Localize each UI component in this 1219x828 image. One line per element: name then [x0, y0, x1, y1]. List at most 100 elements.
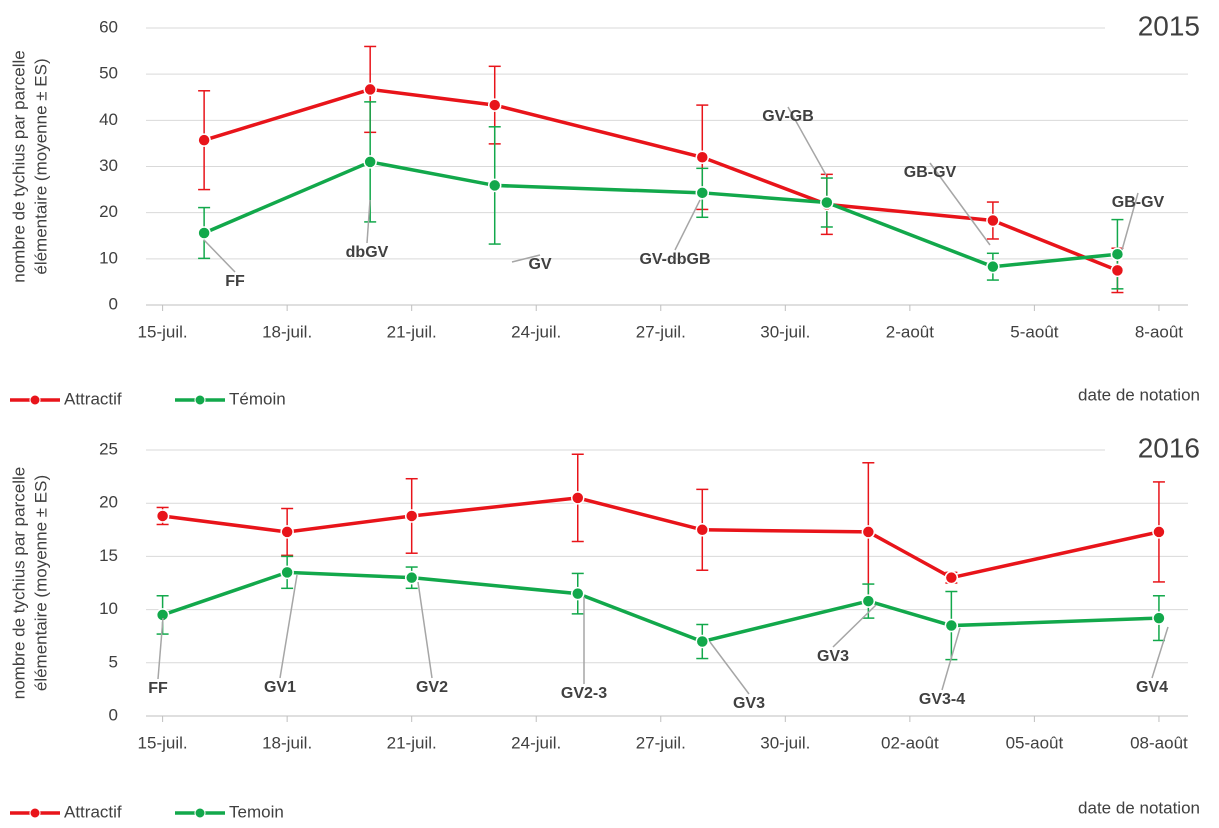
annotation: GV3	[733, 695, 765, 712]
line	[162, 570, 1160, 644]
x-tick-label: 02-août	[881, 733, 939, 752]
x-tick-label: 5-août	[1010, 322, 1058, 341]
x-tick-label: 30-juil.	[760, 733, 810, 752]
x-axis-label: date de notation	[1078, 385, 1200, 404]
title-bg	[1105, 432, 1200, 468]
x-tick-label: 2-août	[886, 322, 934, 341]
marker	[570, 491, 585, 505]
y-tick-label: 25	[99, 439, 118, 458]
marker	[404, 509, 419, 523]
leader-line	[832, 604, 877, 648]
title-bg	[1105, 10, 1200, 46]
marker	[1152, 525, 1166, 539]
leader-line	[1151, 626, 1169, 679]
marker	[695, 150, 710, 165]
marker	[986, 213, 1000, 228]
legend-marker	[194, 394, 206, 406]
legend-label: Témoin	[229, 389, 286, 408]
marker	[695, 186, 710, 200]
x-tick-label: 27-juil.	[636, 322, 686, 341]
legend-marker	[194, 807, 206, 819]
leader-line	[203, 239, 236, 273]
y-axis-label: nombre de tychius par parcelle	[9, 50, 28, 282]
x-tick-label: 30-juil.	[760, 322, 810, 341]
leader-line	[1121, 192, 1139, 251]
annotation: GV2	[416, 679, 448, 696]
marker	[197, 226, 211, 240]
annotation: FF	[225, 273, 245, 290]
marker	[280, 525, 294, 539]
marker	[944, 618, 959, 633]
leader-line	[511, 254, 541, 263]
x-tick-label: 8-août	[1135, 322, 1183, 341]
marker	[570, 586, 585, 601]
x-tick-label: 18-juil.	[262, 733, 312, 752]
marker	[155, 509, 170, 523]
marker	[695, 634, 710, 649]
marker	[363, 155, 377, 169]
x-tick-label: 05-août	[1006, 733, 1064, 752]
marker	[861, 525, 876, 539]
y-axis-label: élémentaire (moyenne ± ES)	[31, 58, 50, 274]
marker	[363, 82, 377, 97]
annotation: GV-dbGB	[639, 251, 710, 268]
y-tick-label: 20	[99, 493, 118, 512]
legend-label: Attractif	[64, 802, 122, 821]
x-tick-label: 08-août	[1130, 733, 1188, 752]
x-tick-label: 15-juil.	[138, 322, 188, 341]
legend-label: Temoin	[229, 802, 284, 821]
leader-line	[417, 581, 433, 679]
y-tick-label: 0	[109, 705, 118, 724]
leader-line	[941, 627, 961, 691]
marker	[1110, 247, 1125, 261]
annotation: GV	[528, 256, 551, 273]
marker	[944, 570, 959, 585]
y-tick-label: 60	[99, 17, 118, 36]
leader-line	[787, 106, 827, 176]
marker	[986, 259, 1000, 274]
marker	[695, 523, 710, 537]
marker	[1152, 611, 1166, 625]
annotation: GB-GV	[904, 164, 957, 181]
x-tick-label: 18-juil.	[262, 322, 312, 341]
annotation: GV4	[1136, 679, 1168, 696]
y-tick-label: 15	[99, 546, 118, 565]
chart-title: 2016	[1138, 432, 1200, 463]
marker	[820, 195, 834, 210]
y-tick-label: 0	[109, 294, 118, 313]
annotation: GV2-3	[561, 685, 607, 702]
marker	[1110, 263, 1125, 278]
annotation: dbGV	[346, 244, 389, 261]
line	[162, 496, 1160, 580]
legend-marker	[29, 807, 41, 819]
x-tick-label: 15-juil.	[138, 733, 188, 752]
y-tick-label: 10	[99, 599, 118, 618]
marker	[861, 594, 876, 608]
leader-line	[279, 574, 298, 679]
y-axis-label: élémentaire (moyenne ± ES)	[31, 475, 50, 691]
legend-label: Attractif	[64, 389, 122, 408]
marker	[197, 133, 211, 147]
leader-line	[929, 162, 991, 246]
y-tick-label: 40	[99, 110, 118, 129]
x-tick-label: 21-juil.	[387, 322, 437, 341]
x-axis-label: date de notation	[1078, 798, 1200, 817]
marker	[280, 565, 294, 580]
leader-line	[157, 617, 164, 680]
marker	[487, 98, 502, 112]
annotation: FF	[148, 680, 168, 697]
x-tick-label: 27-juil.	[636, 733, 686, 752]
y-axis-label: nombre de tychius par parcelle	[9, 467, 28, 699]
leader-line	[674, 199, 701, 251]
y-tick-label: 30	[99, 156, 118, 175]
legend-marker	[29, 394, 41, 406]
line	[203, 87, 1119, 272]
leader-line	[709, 641, 750, 695]
y-tick-label: 20	[99, 202, 118, 221]
annotation: GV3	[817, 648, 849, 665]
x-tick-label: 21-juil.	[387, 733, 437, 752]
chart-title: 2015	[1138, 10, 1200, 41]
y-tick-label: 50	[99, 64, 118, 83]
marker	[487, 178, 502, 193]
